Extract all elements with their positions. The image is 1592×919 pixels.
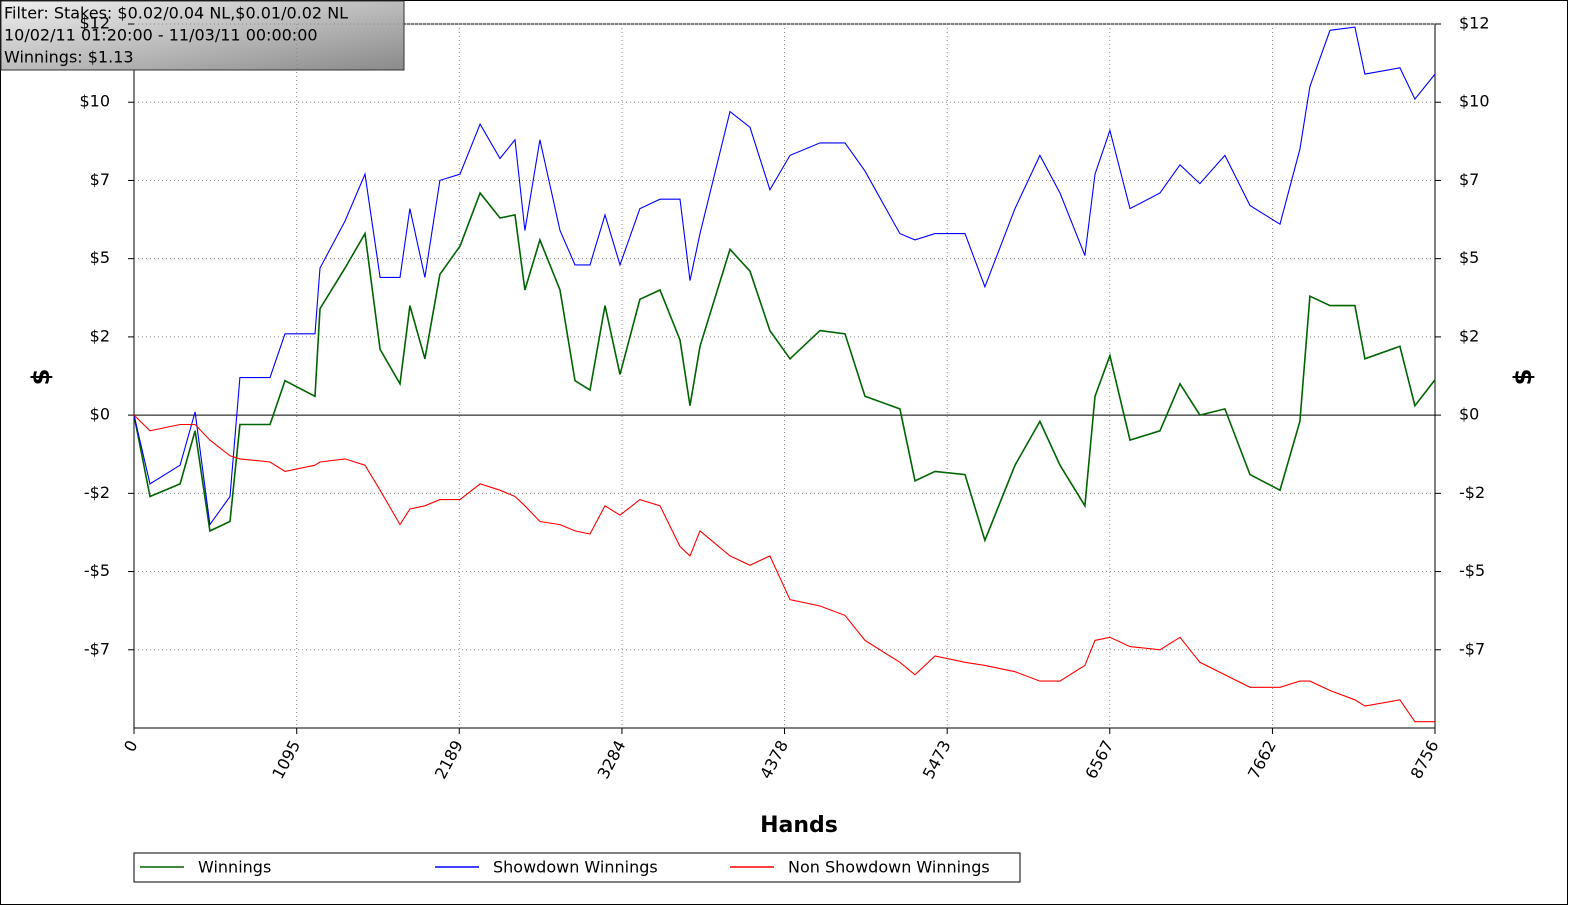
y-tick-label: $5 (90, 248, 110, 267)
filter-text: 10/02/11 01:20:00 - 11/03/11 00:00:00 (4, 26, 318, 45)
filter-box (0, 0, 405, 71)
x-axis-title: Hands (760, 813, 838, 838)
filter-text: Winnings: $1.13 (4, 48, 134, 67)
y2-tick-label: $2 (1459, 326, 1479, 345)
y2-tick-label: $10 (1459, 92, 1490, 111)
y2-tick-label: $12 (1459, 14, 1490, 33)
y2-tick-label: $7 (1459, 170, 1479, 189)
y-tick-label: $0 (90, 405, 110, 424)
series-line (133, 414, 1435, 723)
legend-label: Showdown Winnings (493, 858, 658, 877)
y2-tick-label: $0 (1459, 405, 1479, 424)
y-tick-label: $12 (79, 14, 110, 33)
y-tick-label: $7 (90, 170, 110, 189)
y-tick-label: -$5 (84, 561, 110, 580)
filter-text: Filter: Stakes: $0.02/0.04 NL,$0.01/0.02… (4, 4, 348, 23)
series-line (133, 191, 1436, 543)
legend-label: Non Showdown Winnings (788, 858, 990, 877)
legend-label: Winnings (198, 858, 271, 877)
y-axis-title: $ (27, 369, 55, 386)
y-tick-label: $10 (79, 92, 110, 111)
y-tick-label: -$7 (84, 639, 110, 658)
series-line (133, 26, 1436, 527)
y2-tick-label: $5 (1459, 248, 1479, 267)
legend (133, 852, 1021, 883)
y2-tick-label: -$2 (1459, 483, 1485, 502)
y2-tick-label: -$5 (1459, 561, 1485, 580)
y-tick-label: $2 (90, 326, 110, 345)
y-tick-label: -$2 (84, 483, 110, 502)
y2-axis-title: $ (1509, 369, 1537, 386)
y2-tick-label: -$7 (1459, 639, 1485, 658)
